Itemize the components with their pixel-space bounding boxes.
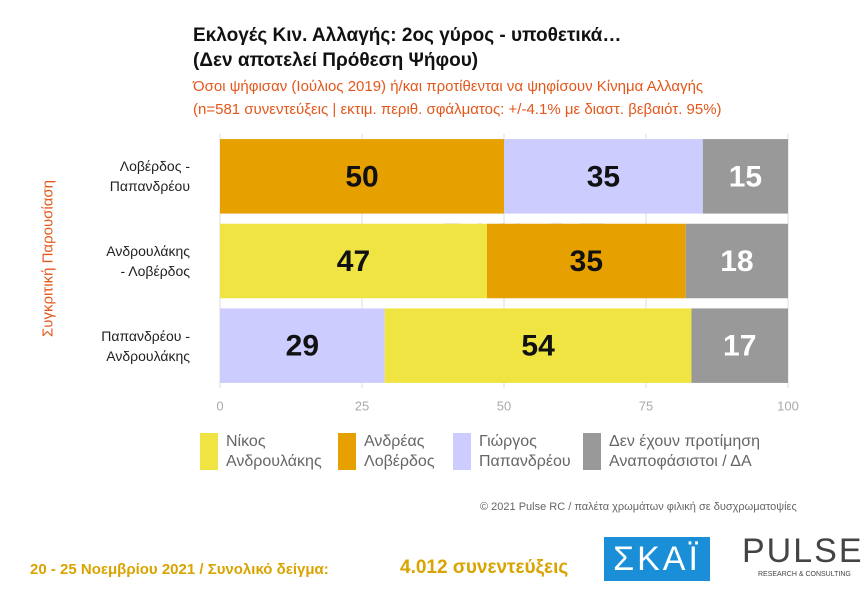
value-label: 18: [720, 245, 753, 278]
value-label: 35: [587, 160, 620, 193]
value-label: 35: [570, 245, 603, 278]
legend-swatch: [338, 433, 356, 470]
bar-segment: [702, 139, 788, 214]
bar-segment: [220, 223, 487, 299]
legend-label: Ανδρέας Λοβέρδος: [364, 433, 435, 470]
footer: 20 - 25 Νοεμβρίου 2021 / Συνολικό δείγμα…: [30, 561, 329, 578]
bar-segment: [384, 308, 692, 383]
legend-swatch: [453, 433, 471, 470]
x-tick-label: 25: [355, 398, 369, 413]
bar-segment: [691, 308, 788, 383]
value-label: 17: [723, 330, 756, 363]
value-label: 15: [729, 160, 762, 193]
bar-segment: [685, 223, 788, 299]
logo-skai: ΣΚΑΪ: [604, 537, 710, 581]
chart-title: (Δεν αποτελεί Πρόθεση Ψήφου): [193, 50, 479, 71]
legend-label: Γιώργος Παπανδρέου: [479, 433, 571, 470]
footer-sample: 4.012 συνεντεύξεις: [400, 557, 569, 578]
value-label: 54: [521, 330, 555, 363]
legend-swatch: [583, 433, 601, 470]
bar-segment: [220, 139, 504, 214]
category-label: Λοβέρδος - Παπανδρέου: [109, 158, 190, 195]
value-label: 29: [286, 330, 319, 363]
x-tick-label: 100: [777, 398, 799, 413]
value-label: 50: [345, 160, 378, 193]
legend-swatch: [200, 433, 218, 470]
bar-segment: [220, 308, 385, 383]
credit: © 2021 Pulse RC / παλέτα χρωμάτων φιλική…: [480, 501, 797, 513]
subtitle: Όσοι ψήφισαν (Ιούλιος 2019) ή/και προτίθ…: [193, 78, 704, 95]
value-label: 47: [337, 245, 370, 278]
bar-segment: [486, 223, 686, 299]
chart-title: Εκλογές Κιν. Αλλαγής: 2ος γύρος - υποθετ…: [193, 25, 622, 46]
logo-pulse-sub: RESEARCH & CONSULTING: [758, 571, 851, 578]
x-tick-label: 75: [639, 398, 653, 413]
subtitle: (n=581 συνεντεύξεις | εκτιμ. περιθ. σφάλ…: [193, 101, 722, 118]
legend-label: Νίκος Ανδρουλάκης: [226, 433, 322, 470]
legend-label: Δεν έχουν προτίμηση Αναποφάσιστοι / ΔΑ: [609, 433, 761, 470]
category-label: Ανδρουλάκης - Λοβέρδος: [106, 243, 190, 279]
bar-segment: [504, 139, 703, 214]
category-label: Παπανδρέου - Ανδρουλάκης: [101, 327, 190, 364]
logo-pulse: PULSE: [742, 532, 864, 570]
x-tick-label: 50: [497, 398, 511, 413]
x-tick-label: 0: [216, 398, 223, 413]
